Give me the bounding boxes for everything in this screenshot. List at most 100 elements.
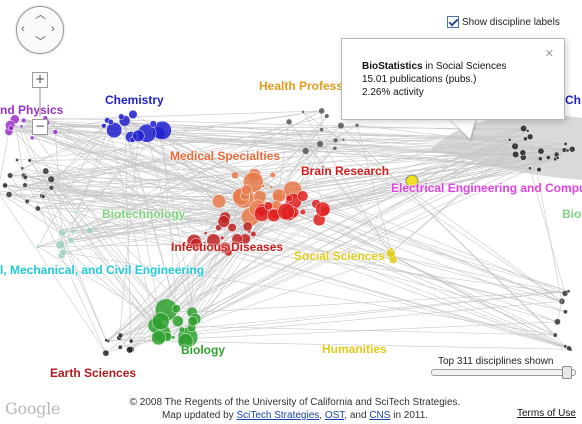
pan-left-icon[interactable]: ‹ [21, 23, 25, 35]
discipline-node[interactable] [563, 141, 568, 146]
ost-link[interactable]: OST [324, 410, 345, 421]
discipline-node[interactable] [117, 332, 124, 339]
discipline-node[interactable] [171, 304, 181, 314]
discipline-node[interactable] [24, 198, 30, 204]
discipline-node[interactable] [8, 125, 14, 131]
discipline-node[interactable] [178, 326, 185, 333]
discipline-node[interactable] [40, 194, 46, 199]
show-labels-checkbox[interactable] [447, 16, 459, 28]
discipline-node[interactable] [269, 185, 274, 190]
discipline-node[interactable] [568, 145, 576, 153]
discipline-node[interactable] [21, 117, 27, 124]
discipline-node[interactable] [519, 149, 527, 157]
discipline-node[interactable] [512, 150, 520, 158]
discipline-node[interactable] [15, 158, 19, 162]
discipline-node[interactable] [52, 129, 59, 135]
discipline-node[interactable] [106, 122, 123, 139]
discipline-node[interactable] [19, 124, 24, 129]
discipline-node[interactable] [545, 155, 551, 160]
discipline-node[interactable] [149, 120, 157, 128]
discipline-node[interactable] [189, 238, 203, 251]
discipline-node[interactable] [561, 290, 569, 297]
cns-link[interactable]: CNS [369, 410, 391, 421]
discipline-node[interactable] [277, 202, 295, 221]
google-logo[interactable]: Google [5, 399, 61, 418]
discipline-node[interactable] [332, 145, 338, 151]
discipline-node[interactable] [20, 166, 25, 171]
discipline-node[interactable] [536, 166, 542, 173]
discipline-node[interactable] [263, 201, 273, 211]
discipline-node[interactable] [5, 191, 13, 198]
discipline-node[interactable] [22, 174, 28, 180]
discipline-node[interactable] [319, 127, 325, 133]
discipline-node[interactable] [525, 129, 530, 133]
discipline-node[interactable] [511, 142, 519, 150]
discipline-node[interactable] [553, 157, 558, 162]
discipline-node[interactable] [566, 345, 572, 351]
discipline-node[interactable] [271, 188, 286, 203]
selected-discipline-node[interactable] [405, 174, 419, 188]
slider-handle[interactable] [562, 366, 572, 379]
network-nodes[interactable] [0, 107, 576, 357]
discipline-node[interactable] [59, 248, 67, 256]
pan-up-icon[interactable]: ︿ [35, 9, 46, 21]
discipline-node[interactable] [128, 338, 134, 344]
discipline-node[interactable] [537, 156, 543, 162]
discipline-node[interactable] [48, 185, 55, 191]
discipline-node[interactable] [219, 235, 225, 241]
discipline-node[interactable] [172, 315, 184, 327]
discipline-node[interactable] [102, 349, 110, 357]
scitech-link[interactable]: SciTech Strategies [236, 410, 320, 421]
discipline-node[interactable] [537, 147, 545, 155]
discipline-node[interactable] [55, 240, 65, 250]
discipline-node[interactable] [520, 124, 528, 132]
discipline-node[interactable] [117, 344, 123, 350]
zoom-rail[interactable] [39, 88, 41, 116]
discipline-node[interactable] [7, 172, 14, 179]
discipline-node[interactable] [2, 182, 8, 189]
discipline-node[interactable] [206, 233, 221, 248]
discipline-node[interactable] [151, 312, 170, 331]
discipline-node[interactable] [34, 205, 41, 212]
discipline-node[interactable] [212, 194, 227, 209]
discipline-node[interactable] [552, 332, 558, 338]
discipline-node[interactable] [22, 182, 28, 188]
close-icon[interactable]: ✕ [544, 48, 554, 60]
discipline-node[interactable] [332, 137, 339, 144]
discipline-node[interactable] [101, 123, 107, 129]
discipline-node[interactable] [507, 138, 512, 142]
discipline-node[interactable] [187, 316, 198, 327]
discipline-node[interactable] [217, 215, 230, 228]
discipline-node[interactable] [241, 184, 253, 196]
discipline-node[interactable] [67, 237, 75, 244]
discipline-node[interactable] [29, 135, 35, 141]
discipline-node[interactable] [316, 140, 324, 148]
discipline-node[interactable] [558, 299, 563, 304]
discipline-node[interactable] [269, 171, 276, 178]
discipline-node[interactable] [315, 201, 331, 217]
discipline-node[interactable] [231, 171, 239, 180]
discipline-node[interactable] [242, 221, 253, 232]
discipline-node[interactable] [27, 158, 32, 163]
discipline-node[interactable] [231, 233, 243, 245]
discipline-node[interactable] [285, 194, 293, 202]
discipline-node[interactable] [104, 338, 109, 343]
discipline-node[interactable] [285, 118, 293, 125]
discipline-node[interactable] [341, 137, 346, 142]
zoom-out-button[interactable]: − [32, 119, 48, 135]
discipline-node[interactable] [354, 123, 360, 128]
show-labels-toggle[interactable]: Show discipline labels [447, 16, 560, 28]
discipline-node[interactable] [250, 231, 257, 238]
discipline-node[interactable] [554, 318, 561, 326]
pan-right-icon[interactable]: › [51, 23, 55, 35]
discipline-node[interactable] [61, 228, 66, 232]
discipline-node[interactable] [526, 133, 534, 141]
discipline-node[interactable] [203, 231, 208, 235]
discipline-node[interactable] [565, 148, 570, 153]
pan-control[interactable]: ︿ ‹ › ﹀ [16, 6, 64, 54]
discipline-node[interactable] [563, 309, 568, 315]
discipline-node[interactable] [118, 113, 125, 120]
discipline-node[interactable] [42, 167, 50, 175]
